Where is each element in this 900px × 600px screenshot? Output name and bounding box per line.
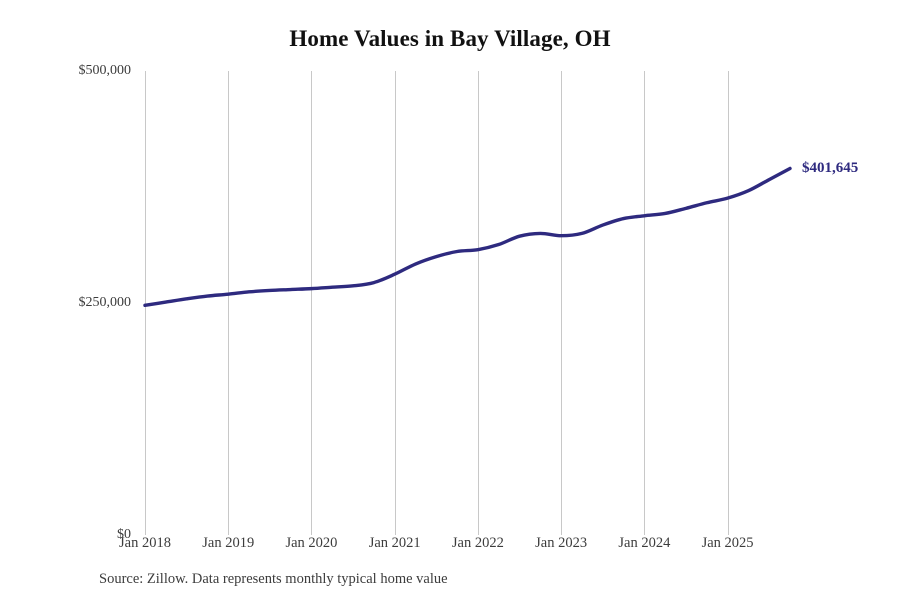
gridline — [394, 71, 396, 535]
x-axis-tick-label: Jan 2024 — [618, 535, 671, 551]
y-axis-tick-label: $250,000 — [78, 295, 132, 310]
plot-area — [143, 71, 792, 535]
x-axis-tick-label: Jan 2025 — [701, 535, 754, 551]
gridline — [644, 71, 646, 535]
gridline — [727, 71, 729, 535]
chart-title: Home Values in Bay Village, OH — [289, 26, 611, 51]
y-axis-tick-label: $0 — [117, 527, 131, 542]
gridline — [145, 71, 146, 535]
x-axis-tick-label: Jan 2020 — [285, 535, 338, 551]
end-value-annotation: $401,645 — [802, 160, 859, 177]
x-axis-tick-label: Jan 2018 — [119, 535, 171, 551]
y-axis-tick-label: $500,000 — [78, 63, 132, 78]
gridline — [477, 71, 479, 535]
gridline — [561, 71, 563, 535]
home-value-line-series — [143, 166, 792, 308]
source-note: Source: Zillow. Data represents monthly … — [99, 571, 448, 587]
x-axis-tick-label: Jan 2019 — [202, 535, 255, 551]
gridline — [228, 71, 230, 535]
gridline — [311, 71, 313, 535]
x-axis-tick-label: Jan 2022 — [451, 535, 504, 551]
x-axis-tick-label: Jan 2021 — [368, 535, 421, 551]
x-axis-tick-label: Jan 2023 — [535, 535, 588, 551]
y-axis-tick-labels: $500,000 $250,000 $0 — [0, 0, 132, 600]
